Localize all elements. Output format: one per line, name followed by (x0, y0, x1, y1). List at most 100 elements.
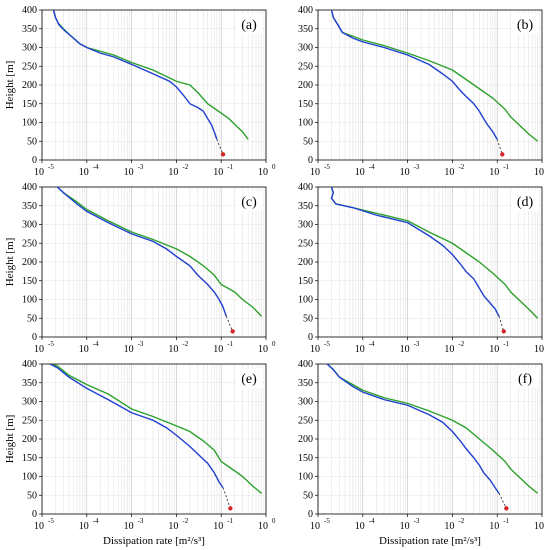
x-tick-label: 10 (124, 167, 134, 178)
y-tick-label: 150 (298, 276, 313, 287)
y-tick-label: 350 (22, 378, 37, 389)
x-tick-label: 10 (489, 167, 499, 178)
x-tick-label: 10 (444, 344, 454, 355)
x-tick-exponent: -5 (324, 517, 330, 525)
x-tick-exponent: -5 (48, 163, 54, 171)
y-tick-label: 50 (303, 313, 313, 324)
x-tick-exponent: 0 (272, 517, 276, 525)
y-tick-label: 200 (22, 257, 37, 268)
x-tick-label: 10 (79, 521, 89, 532)
x-axis-label: Dissipation rate [m²/s³] (103, 535, 205, 547)
y-tick-label: 0 (308, 509, 313, 520)
extrapolation-line (496, 139, 503, 155)
y-tick-label: 0 (32, 155, 37, 166)
x-axis-label: Dissipation rate [m²/s³] (379, 535, 481, 547)
x-tick-exponent: -1 (227, 340, 233, 348)
y-tick-label: 250 (298, 238, 313, 249)
x-tick-label: 10 (34, 167, 44, 178)
x-tick-label: 10 (79, 344, 89, 355)
x-tick-exponent: -5 (324, 340, 330, 348)
y-tick-label: 150 (22, 453, 37, 464)
x-tick-label: 10 (258, 167, 268, 178)
x-tick-label: 10 (534, 521, 544, 532)
panel-label: (c) (241, 195, 257, 210)
x-tick-label: 10 (400, 344, 410, 355)
y-tick-label: 0 (32, 509, 37, 520)
extrapolation-line (498, 316, 505, 332)
y-tick-label: 350 (298, 201, 313, 212)
series-line-green (326, 364, 539, 494)
panel-b: 0 50 100 150 200 250 300 350 400 10 -5 10 -4 10 -3 10 -2… (298, 5, 544, 178)
extrapolation-line (225, 316, 234, 332)
y-tick-label: 100 (298, 472, 313, 483)
x-tick-exponent: -4 (93, 517, 99, 525)
y-tick-label: 200 (298, 80, 313, 91)
x-tick-label: 10 (534, 167, 544, 178)
panel-label-box (512, 368, 538, 388)
x-tick-label: 10 (168, 167, 178, 178)
extrapolation-line (216, 139, 224, 155)
y-tick-label: 250 (22, 61, 37, 72)
x-tick-label: 10 (213, 167, 223, 178)
x-tick-exponent: -4 (369, 163, 375, 171)
x-tick-exponent: -4 (93, 340, 99, 348)
x-tick-label: 10 (534, 344, 544, 355)
x-tick-exponent: -4 (369, 340, 375, 348)
y-tick-label: 100 (22, 295, 37, 306)
x-tick-label: 10 (34, 521, 44, 532)
x-tick-label: 10 (258, 344, 268, 355)
panel-label: (a) (241, 18, 257, 33)
x-tick-exponent: -3 (138, 517, 144, 525)
y-tick-label: 100 (22, 118, 37, 129)
series-line-green (49, 364, 263, 494)
surface-marker (220, 152, 226, 157)
series-line-blue (326, 364, 500, 494)
x-tick-label: 10 (355, 344, 365, 355)
panel-label-box (512, 191, 538, 211)
panel-label: (e) (241, 372, 257, 387)
y-axis-label: Height [m] (4, 61, 16, 110)
y-tick-label: 300 (22, 397, 37, 408)
x-tick-exponent: -5 (324, 163, 330, 171)
y-tick-label: 150 (22, 276, 37, 287)
series-line-blue (330, 187, 500, 317)
x-tick-label: 10 (310, 344, 320, 355)
y-tick-label: 250 (22, 415, 37, 426)
x-tick-exponent: -2 (458, 163, 464, 171)
x-tick-exponent: -3 (138, 163, 144, 171)
y-tick-label: 300 (298, 43, 313, 54)
x-tick-label: 10 (400, 167, 410, 178)
y-tick-label: 400 (298, 182, 313, 193)
y-tick-label: 300 (298, 397, 313, 408)
panel-f: 0 50 100 150 200 250 300 350 400 10 -5 10 -4 10 -3 10 -2… (298, 359, 544, 547)
x-tick-exponent: -3 (414, 517, 420, 525)
x-tick-exponent: -2 (182, 163, 188, 171)
series-line-green (56, 187, 263, 317)
y-tick-label: 350 (22, 201, 37, 212)
x-tick-label: 10 (400, 521, 410, 532)
y-tick-label: 0 (32, 332, 37, 343)
y-tick-label: 400 (22, 359, 37, 370)
x-tick-label: 10 (489, 521, 499, 532)
y-tick-label: 350 (298, 378, 313, 389)
x-tick-exponent: -4 (369, 517, 375, 525)
panel-d: 0 50 100 150 200 250 300 350 400 10 -5 10 -4 10 -3 10 -2… (298, 182, 544, 355)
panel-label-box (236, 14, 262, 34)
y-tick-label: 250 (298, 415, 313, 426)
x-tick-exponent: -2 (458, 517, 464, 525)
x-tick-label: 10 (213, 344, 223, 355)
y-tick-label: 50 (27, 313, 37, 324)
y-tick-label: 0 (308, 332, 313, 343)
x-tick-exponent: -1 (503, 517, 509, 525)
x-tick-label: 10 (124, 344, 134, 355)
y-tick-label: 350 (22, 24, 37, 35)
y-tick-label: 300 (22, 43, 37, 54)
x-tick-exponent: -2 (182, 517, 188, 525)
y-tick-label: 200 (22, 434, 37, 445)
y-tick-label: 200 (22, 80, 37, 91)
y-tick-label: 150 (298, 99, 313, 110)
x-tick-label: 10 (124, 521, 134, 532)
